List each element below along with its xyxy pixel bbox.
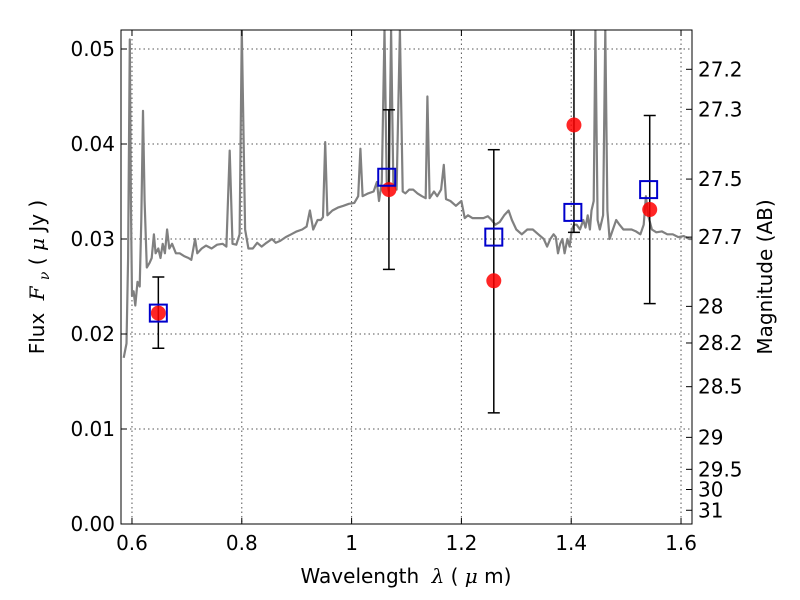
magnitude-tick-label: 29.5 [698,457,743,481]
magnitude-tick-label: 29 [698,425,723,449]
y-tick-label: 0.02 [70,322,115,346]
x-tick-label: 0.6 [116,531,148,555]
model-photometry-square [377,167,397,187]
x-tick-label: 1.2 [445,531,477,555]
model-photometry-square [639,180,659,200]
y-tick-label: 0.00 [70,512,115,536]
model-photometry-square [563,202,583,222]
markers [148,30,659,414]
y-tick-label: 0.03 [70,227,115,251]
observed-point [486,273,502,289]
y-tick-label: 0.05 [70,37,115,61]
model-photometry-square [148,303,168,323]
observed-point [642,202,658,218]
magnitude-tick-label: 28 [698,294,723,318]
model-spectrum-line [122,30,692,359]
magnitude-tick-label: 27.5 [698,167,743,191]
observed-point [566,117,582,133]
magnitude-tick-label: 27.3 [698,97,743,121]
x-axis-label: Wavelength λ ( μ m) [301,564,512,588]
y-tick-label: 0.04 [70,132,115,156]
grid [121,30,692,524]
y-axis-label: Flux F ν ( μ Jy ) [25,200,54,355]
magnitude-tick-label: 28.2 [698,331,743,355]
observed-point [150,305,166,321]
observed-point [381,182,397,198]
plot-frame [120,29,693,525]
magnitude-tick-label: 31 [698,498,723,522]
plot-area [122,30,692,359]
model-photometry-square [484,227,504,247]
x-tick-label: 0.8 [226,531,258,555]
x-tick-label: 1 [345,531,358,555]
magnitude-tick-label: 28.5 [698,375,743,399]
ticks: 0.6 0.8 1 1.2 1.4 1.6 0.00 0.01 0.02 0.03 0.04 0.05… [70,30,743,555]
x-tick-label: 1.6 [665,531,697,555]
magnitude-axis-label: Magnitude (AB) [753,199,777,354]
x-tick-label: 1.4 [555,531,587,555]
y-tick-label: 0.01 [70,417,115,441]
magnitude-tick-label: 27.7 [698,225,743,249]
magnitude-tick-label: 30 [698,478,723,502]
magnitude-tick-label: 27.2 [698,57,743,81]
